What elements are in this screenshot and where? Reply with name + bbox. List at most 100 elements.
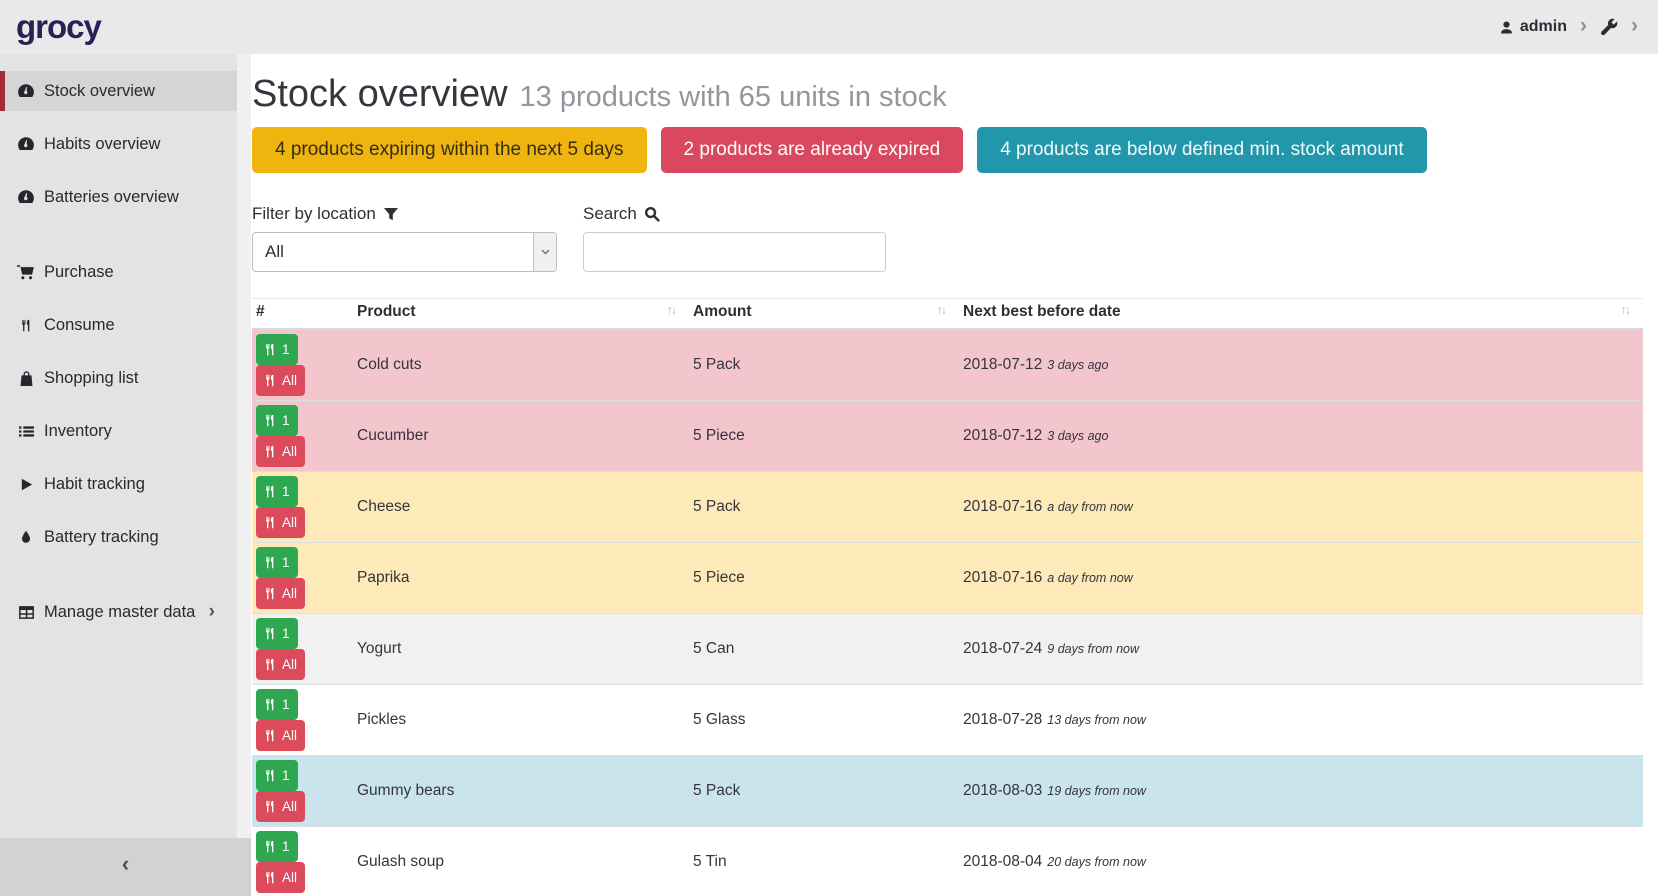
sidebar-item-label: Battery tracking (44, 527, 159, 546)
consume-one-button[interactable]: 1 (256, 759, 298, 791)
consume-one-button[interactable]: 1 (256, 688, 298, 720)
table-row: 1 All Cheese 5 Pack 2018-07-16 a day from… (252, 470, 1643, 543)
sidebar-collapse-button[interactable]: ‹ (0, 838, 251, 896)
consume-one-label: 1 (282, 483, 290, 499)
column-header-label: Amount (693, 302, 752, 320)
sidebar-nav: Stock overview › Habits overview › Batte… (0, 54, 251, 632)
amount-cell: 5 Piece (689, 541, 959, 614)
bbd-date: 2018-08-03 (963, 781, 1043, 799)
magnifier-icon (644, 206, 660, 222)
sidebar-item-batteries-overview[interactable]: Batteries overview › (0, 177, 237, 217)
consume-one-button[interactable]: 1 (256, 617, 298, 649)
settings-menu-chevron-icon[interactable]: › (1631, 13, 1638, 37)
bbd-relative: 19 days from now (1047, 783, 1146, 798)
best-before-cell: 2018-07-24 9 days from now (959, 612, 1643, 685)
consume-all-button[interactable]: All (256, 719, 306, 751)
drop-icon (17, 529, 35, 545)
product-cell: Cucumber (353, 399, 689, 472)
location-select[interactable]: All (252, 231, 557, 272)
product-cell: Gulash soup (353, 825, 689, 896)
sidebar-item-habit-tracking[interactable]: Habit tracking › (0, 464, 237, 504)
sidebar-item-manage-master-data[interactable]: Manage master data › (0, 592, 237, 632)
consume-all-label: All (282, 869, 298, 885)
utensils-icon (264, 769, 277, 782)
sidebar-item-habits-overview[interactable]: Habits overview › (0, 124, 237, 164)
product-cell: Pickles (353, 683, 689, 756)
sort-arrows-icon[interactable]: ↑↓ (666, 302, 677, 317)
bbd-relative: a day from now (1047, 499, 1133, 514)
bbd-relative: 20 days from now (1047, 854, 1146, 869)
chevron-down-icon (540, 246, 551, 257)
location-filter-label: Filter by location (252, 203, 376, 223)
user-menu-chevron-icon[interactable]: › (1580, 13, 1587, 37)
consume-all-label: All (282, 372, 298, 388)
wrench-icon[interactable] (1600, 18, 1618, 36)
sidebar-item-stock-overview[interactable]: Stock overview › (0, 71, 237, 111)
chevron-left-icon: ‹ (121, 851, 130, 876)
search-filter: Search (583, 204, 888, 272)
consume-one-button[interactable]: 1 (256, 404, 298, 436)
consume-all-button[interactable]: All (256, 364, 306, 396)
best-before-cell: 2018-08-04 20 days from now (959, 825, 1643, 896)
cart-icon (17, 263, 35, 281)
gauge-icon (17, 188, 35, 206)
chevron-right-icon: › (208, 601, 215, 622)
main-content: Stock overview 13 products with 65 units… (251, 54, 1658, 896)
page-title: Stock overview (252, 73, 508, 115)
sort-arrows-icon[interactable]: ↑↓ (1620, 302, 1631, 317)
sort-arrows-icon[interactable]: ↑↓ (936, 302, 947, 317)
consume-one-button[interactable]: 1 (256, 475, 298, 507)
bbd-relative: a day from now (1047, 570, 1133, 585)
consume-all-button[interactable]: All (256, 435, 306, 467)
page-subtitle: 13 products with 65 units in stock (519, 81, 947, 113)
consume-one-label: 1 (282, 696, 290, 712)
search-input[interactable] (583, 231, 886, 272)
consume-all-button[interactable]: All (256, 861, 306, 893)
table-row: 1 All Cucumber 5 Piece 2018-07-12 3 days … (252, 399, 1643, 472)
utensils-icon (264, 556, 277, 569)
below-min-stock-alert[interactable]: 4 products are below defined min. stock … (977, 126, 1427, 173)
table-row: 1 All Yogurt 5 Can 2018-07-24 9 days from… (252, 612, 1643, 685)
location-filter: Filter by location All (252, 204, 557, 272)
bbd-relative: 9 days from now (1047, 641, 1140, 656)
select-caret-button[interactable] (533, 232, 556, 271)
consume-one-button[interactable]: 1 (256, 333, 298, 365)
column-header-product[interactable]: ↑↓ Product (353, 297, 689, 330)
sidebar-scrollbar-track[interactable] (237, 54, 251, 838)
column-header-label: # (256, 302, 265, 320)
table-row: 1 All Paprika 5 Piece 2018-07-16 a day fr… (252, 541, 1643, 614)
product-cell: Yogurt (353, 612, 689, 685)
sidebar-item-inventory[interactable]: Inventory › (0, 411, 237, 451)
consume-all-button[interactable]: All (256, 577, 306, 609)
user-menu[interactable]: admin (1499, 18, 1567, 36)
consume-all-button[interactable]: All (256, 506, 306, 538)
product-cell: Paprika (353, 541, 689, 614)
column-header-next-best-before-date[interactable]: ↑↓ Next best before date (959, 297, 1643, 330)
consume-one-button[interactable]: 1 (256, 546, 298, 578)
consume-all-button[interactable]: All (256, 790, 306, 822)
utensils-icon (264, 343, 277, 356)
bbd-date: 2018-07-28 (963, 710, 1043, 728)
sidebar-item-consume[interactable]: Consume › (0, 305, 237, 345)
actions-cell: 1 All (252, 612, 353, 685)
consume-one-button[interactable]: 1 (256, 830, 298, 862)
amount-cell: 5 Pack (689, 470, 959, 543)
expiring-alert[interactable]: 4 products expiring within the next 5 da… (252, 126, 647, 173)
gauge-icon (17, 82, 35, 100)
bbd-relative: 13 days from now (1047, 712, 1146, 727)
topbar-right: admin › › (1499, 13, 1638, 38)
sidebar-item-purchase[interactable]: Purchase › (0, 252, 237, 292)
expired-alert[interactable]: 2 products are already expired (660, 126, 964, 173)
amount-cell: 5 Glass (689, 683, 959, 756)
search-label: Search (583, 203, 637, 223)
actions-cell: 1 All (252, 328, 353, 401)
consume-all-button[interactable]: All (256, 648, 306, 680)
utensils-icon (264, 445, 277, 458)
play-icon (17, 477, 35, 492)
stock-table: # ↑↓ Product ↑↓ Amount ↑↓ Next best before dat… (252, 297, 1643, 896)
utensils-icon (264, 698, 277, 711)
sidebar-item-shopping-list[interactable]: Shopping list › (0, 358, 237, 398)
sidebar-item-label: Manage master data (44, 602, 196, 621)
column-header-amount[interactable]: ↑↓ Amount (689, 297, 959, 330)
sidebar-item-battery-tracking[interactable]: Battery tracking › (0, 517, 237, 557)
